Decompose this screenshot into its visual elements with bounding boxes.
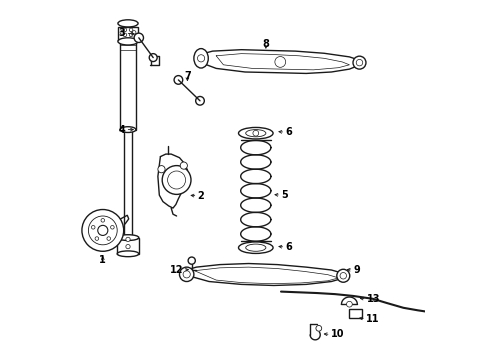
Text: 6: 6 bbox=[285, 127, 292, 137]
Ellipse shape bbox=[239, 242, 273, 253]
Circle shape bbox=[101, 219, 104, 222]
Text: 9: 9 bbox=[353, 265, 360, 275]
FancyBboxPatch shape bbox=[117, 238, 139, 254]
Circle shape bbox=[162, 166, 191, 194]
Ellipse shape bbox=[118, 20, 138, 27]
Text: 4: 4 bbox=[119, 125, 125, 135]
Circle shape bbox=[174, 76, 183, 84]
Text: 12: 12 bbox=[170, 265, 183, 275]
Ellipse shape bbox=[194, 49, 208, 68]
Text: 10: 10 bbox=[331, 329, 344, 339]
Circle shape bbox=[356, 59, 363, 66]
Circle shape bbox=[353, 56, 366, 69]
Circle shape bbox=[132, 31, 136, 34]
Circle shape bbox=[123, 28, 127, 32]
Text: 2: 2 bbox=[197, 191, 204, 201]
FancyBboxPatch shape bbox=[118, 27, 138, 41]
Circle shape bbox=[316, 325, 321, 331]
Circle shape bbox=[183, 271, 190, 278]
Circle shape bbox=[111, 225, 114, 229]
Circle shape bbox=[188, 257, 196, 264]
Circle shape bbox=[129, 33, 133, 37]
Circle shape bbox=[275, 57, 286, 67]
Text: 7: 7 bbox=[184, 71, 191, 81]
Circle shape bbox=[92, 225, 95, 229]
Circle shape bbox=[134, 33, 144, 42]
Circle shape bbox=[129, 28, 133, 32]
Circle shape bbox=[197, 55, 205, 62]
Circle shape bbox=[126, 244, 130, 249]
Circle shape bbox=[337, 269, 350, 282]
Text: 6: 6 bbox=[285, 242, 292, 252]
Ellipse shape bbox=[120, 127, 136, 132]
Text: 5: 5 bbox=[281, 190, 288, 200]
Text: 8: 8 bbox=[263, 39, 270, 49]
Circle shape bbox=[107, 237, 111, 240]
Ellipse shape bbox=[118, 38, 138, 45]
Ellipse shape bbox=[117, 235, 139, 240]
Circle shape bbox=[180, 162, 187, 169]
Text: 13: 13 bbox=[367, 294, 380, 304]
Circle shape bbox=[82, 210, 123, 251]
Circle shape bbox=[126, 237, 130, 242]
Circle shape bbox=[149, 54, 157, 62]
Circle shape bbox=[340, 273, 346, 279]
Circle shape bbox=[120, 31, 123, 34]
FancyBboxPatch shape bbox=[124, 130, 132, 238]
Ellipse shape bbox=[117, 251, 139, 257]
Text: 1: 1 bbox=[99, 255, 106, 265]
FancyBboxPatch shape bbox=[349, 309, 363, 318]
Ellipse shape bbox=[239, 127, 273, 139]
Circle shape bbox=[123, 33, 127, 37]
Circle shape bbox=[98, 225, 108, 235]
Ellipse shape bbox=[245, 244, 266, 251]
Circle shape bbox=[95, 237, 98, 240]
Ellipse shape bbox=[245, 130, 266, 137]
Circle shape bbox=[346, 301, 352, 307]
Circle shape bbox=[179, 267, 194, 282]
Circle shape bbox=[168, 171, 186, 189]
Circle shape bbox=[253, 130, 259, 136]
Circle shape bbox=[196, 96, 204, 105]
Circle shape bbox=[158, 166, 165, 173]
Text: 11: 11 bbox=[366, 314, 379, 324]
Circle shape bbox=[88, 216, 117, 245]
Text: 3: 3 bbox=[119, 28, 125, 38]
FancyBboxPatch shape bbox=[120, 41, 136, 130]
